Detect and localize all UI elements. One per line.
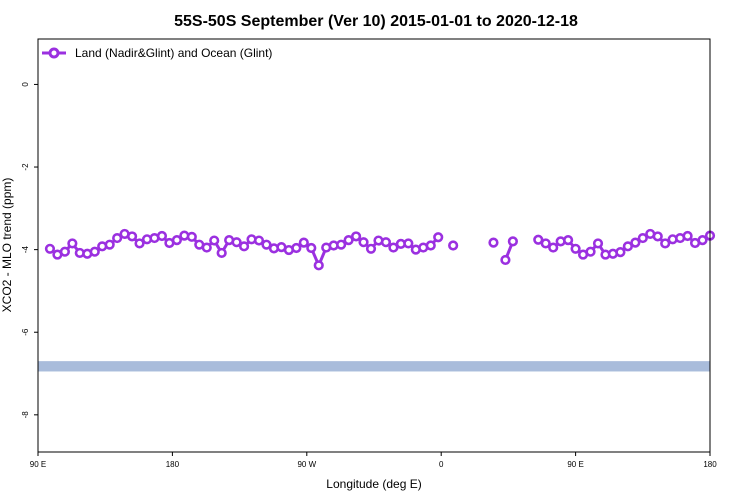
data-point (563, 235, 574, 246)
data-point (533, 234, 544, 245)
data-point (156, 230, 168, 242)
data-point (231, 237, 242, 248)
data-point (615, 247, 626, 258)
data-point (682, 230, 693, 242)
x-tick-label: 90 W (297, 460, 316, 469)
data-point (343, 235, 354, 246)
data-point (67, 238, 78, 249)
data-point (488, 237, 499, 248)
background-band (38, 361, 710, 372)
y-tick-label: -4 (21, 246, 30, 254)
data-point (126, 231, 138, 242)
data-point (500, 254, 511, 266)
data-point (540, 238, 551, 249)
y-tick-label: 0 (21, 82, 30, 87)
plot-frame (37, 38, 711, 453)
data-point (261, 239, 272, 250)
data-point (365, 243, 377, 254)
data-point (201, 242, 212, 253)
data-point (291, 242, 302, 254)
data-point (548, 242, 559, 253)
y-axis: 0 -2 -4 -6 -8 (21, 82, 38, 419)
data-point (652, 231, 663, 242)
x-axis: 90 E 180 90 W 0 90 E 180 (30, 452, 717, 469)
data-point (630, 237, 641, 248)
data-point (570, 243, 581, 254)
data-point (388, 242, 399, 253)
data-point (104, 239, 115, 250)
data-point (592, 238, 604, 249)
data-point (216, 247, 227, 259)
data-point (358, 237, 369, 248)
data-point (313, 260, 324, 271)
data-point (186, 231, 197, 242)
data-point (134, 238, 145, 249)
data-point (253, 235, 265, 246)
data-point (507, 236, 518, 247)
x-tick-label: 180 (703, 460, 717, 469)
data-point (298, 237, 309, 248)
data-point (209, 235, 220, 246)
band-rect (38, 361, 710, 372)
x-tick-label: 90 E (30, 460, 46, 469)
y-tick-label: -6 (21, 328, 30, 336)
x-tick-label: 0 (439, 460, 444, 469)
data-point (171, 235, 182, 246)
data-point (425, 240, 436, 251)
data-point (59, 246, 70, 257)
data-point (238, 241, 250, 252)
chart-title: 55S-50S September (Ver 10) 2015-01-01 to… (174, 13, 578, 30)
data-point (44, 243, 56, 254)
y-axis-label: XCO2 - MLO trend (ppm) (0, 178, 14, 313)
data-point (637, 232, 648, 244)
data-point (697, 235, 708, 246)
series-layer (44, 228, 716, 271)
data-point (448, 240, 459, 251)
data-point (403, 238, 414, 249)
data-point (112, 232, 123, 244)
legend-marker (48, 47, 60, 59)
x-axis-label: Longitude (deg E) (326, 477, 421, 491)
legend: Land (Nadir&Glint) and Ocean (Glint) (42, 46, 272, 60)
data-point (433, 232, 444, 243)
data-point (380, 237, 392, 248)
legend-label: Land (Nadir&Glint) and Ocean (Glint) (75, 46, 272, 60)
data-point (622, 241, 633, 252)
x-tick-label: 180 (166, 460, 180, 469)
data-point (350, 231, 362, 242)
data-point (89, 246, 100, 257)
x-tick-label: 90 E (567, 460, 583, 469)
y-tick-label: -8 (21, 411, 30, 419)
data-point (306, 242, 317, 254)
data-point (660, 238, 671, 249)
data-point (336, 239, 347, 250)
y-tick-label: -2 (21, 163, 30, 171)
data-point (585, 246, 596, 257)
